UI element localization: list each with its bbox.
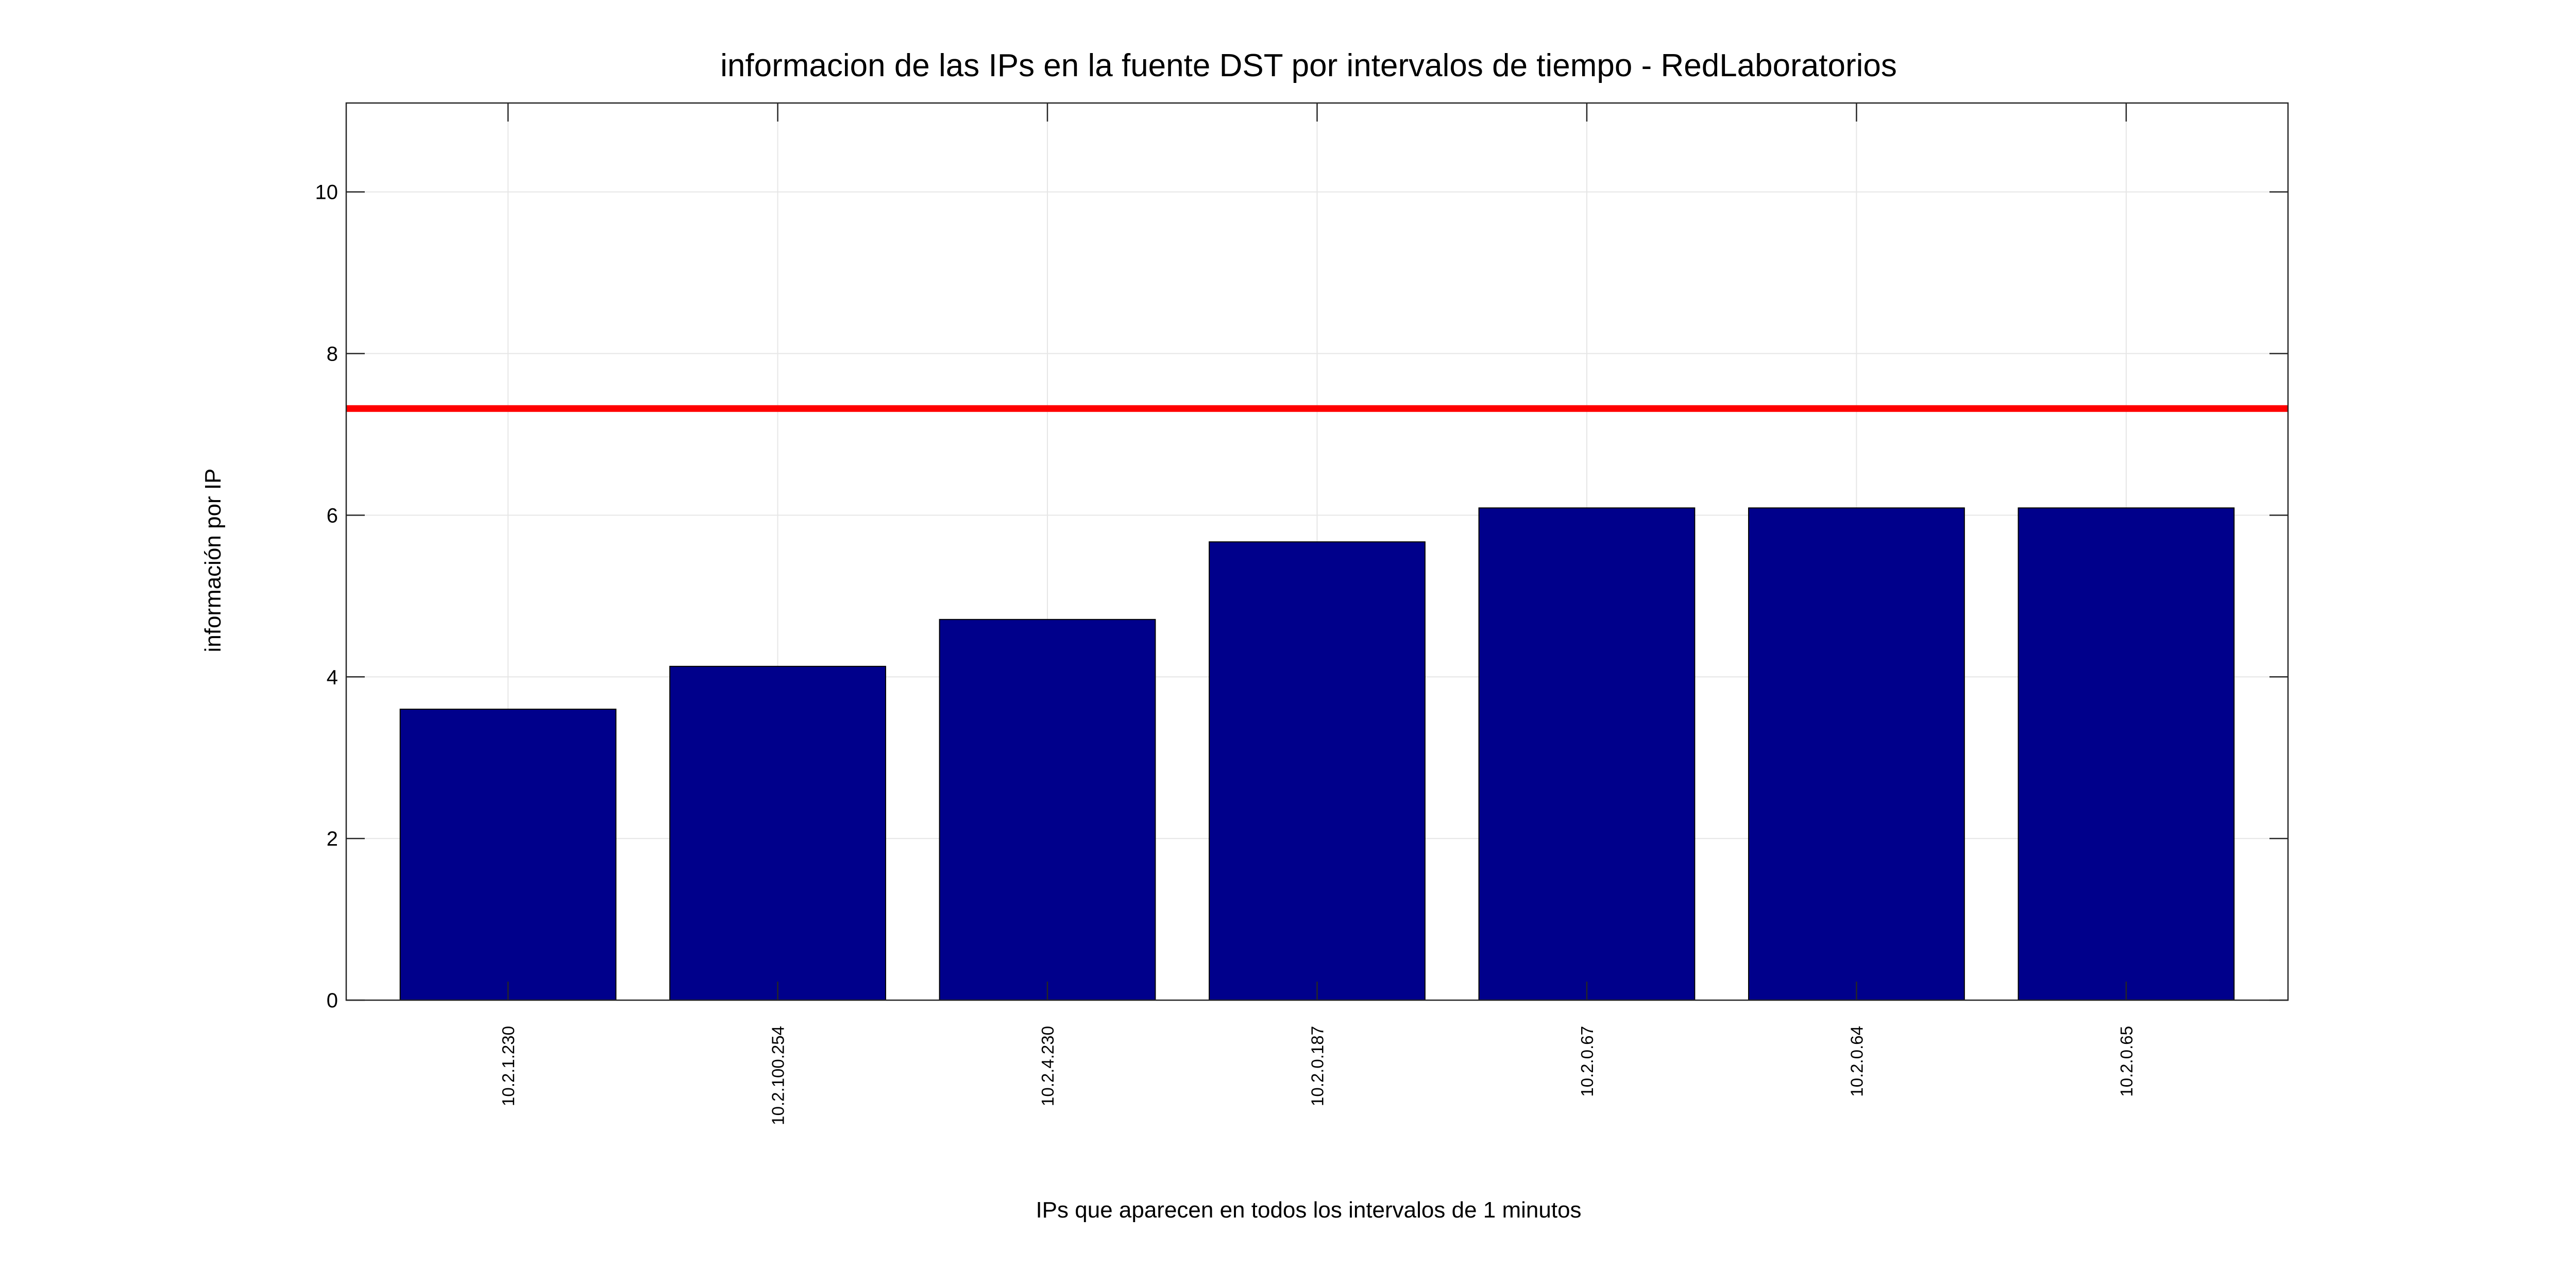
y-tick-label: 6 — [327, 504, 338, 527]
bar-10-2-0-65 — [2018, 507, 2235, 1001]
bar-10-2-100-254 — [669, 665, 886, 1001]
x-tick-label: 10.2.0.67 — [1578, 1026, 1597, 1097]
y-tick-label: 4 — [327, 666, 338, 689]
bar-10-2-0-67 — [1478, 507, 1696, 1001]
y-tick-label: 2 — [327, 828, 338, 850]
bar-10-2-0-187 — [1209, 541, 1426, 1001]
x-tick-label: 10.2.1.230 — [499, 1026, 518, 1106]
x-tick-label: 10.2.100.254 — [769, 1026, 788, 1125]
x-tick-label: 10.2.0.187 — [1308, 1026, 1327, 1106]
y-tick-label: 8 — [327, 343, 338, 366]
y-tick-labels: 0 2 4 6 8 10 — [315, 181, 338, 1012]
y-tick-label: 10 — [315, 181, 338, 204]
bars-group — [399, 507, 2235, 1001]
y-axis-label: información por IP — [200, 468, 226, 652]
x-tick-label: 10.2.0.65 — [2117, 1026, 2136, 1097]
x-tick-labels: 10.2.1.230 10.2.100.254 10.2.4.230 10.2.0.1… — [499, 1026, 2136, 1125]
y-tick-label: 0 — [327, 989, 338, 1012]
bar-10-2-1-230 — [399, 709, 617, 1001]
x-tick-label: 10.2.4.230 — [1038, 1026, 1057, 1106]
chart-title: informacion de las IPs en la fuente DST … — [720, 48, 1897, 83]
x-axis-label: IPs que aparecen en todos los intervalos… — [1036, 1197, 1581, 1223]
bar-10-2-4-230 — [939, 619, 1156, 1001]
x-tick-label: 10.2.0.64 — [1847, 1026, 1866, 1097]
bar-10-2-0-64 — [1748, 507, 1965, 1001]
axis-ticks — [346, 103, 2288, 1001]
